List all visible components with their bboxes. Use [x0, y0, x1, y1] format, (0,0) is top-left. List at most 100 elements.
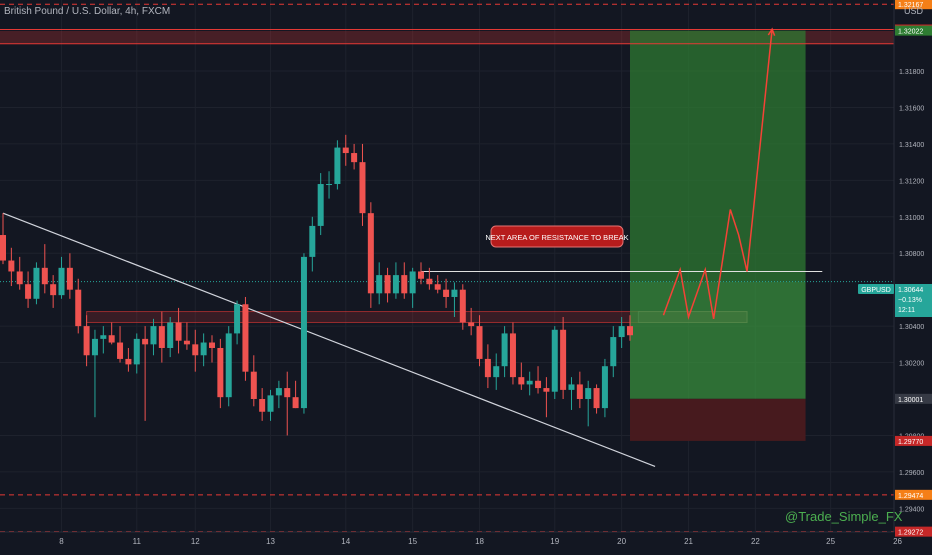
candle-body-62: [518, 377, 525, 385]
candle-body-57: [476, 326, 483, 359]
candle-body-4: [33, 267, 40, 299]
candle-body-68: [568, 384, 575, 390]
candle-body-46: [384, 275, 391, 294]
annotation-text: NEXT AREA OF RESISTANCE TO BREAK: [485, 233, 628, 242]
x-tick-label-10: 22: [751, 537, 760, 546]
candle-body-74: [618, 326, 625, 338]
candle-body-48: [401, 275, 408, 294]
price-axis[interactable]: 1.31800 1.31600 1.31400 1.31200 1.31000 1.308…: [893, 0, 932, 550]
level-tag-7: [895, 526, 932, 537]
time-axis-background: [0, 532, 894, 550]
candle-body-40: [334, 147, 341, 185]
candle-body-44: [367, 213, 374, 294]
candle-body-65: [543, 388, 550, 392]
candle-body-3: [25, 284, 32, 299]
price-axis-background: [894, 0, 932, 550]
candle-body-2: [16, 271, 23, 285]
annotation-box: [490, 225, 624, 248]
symbol-tag: [858, 284, 894, 294]
candle-body-64: [535, 380, 542, 389]
y-tick-label-1: 1.31600: [899, 105, 924, 112]
candle-body-11: [91, 338, 98, 356]
candle-body-63: [526, 380, 533, 385]
candle-body-23: [192, 344, 199, 356]
level-tag-2: [895, 25, 932, 36]
target-zone: [630, 30, 806, 282]
candle-body-6: [50, 284, 57, 296]
candle-body-54: [451, 289, 458, 297]
candle-body-41: [342, 147, 349, 154]
candle-body-60: [501, 333, 508, 367]
candle-body-10: [83, 326, 90, 356]
candle-body-0: [0, 235, 6, 261]
candle-body-36: [300, 256, 307, 409]
annotation-callout[interactable]: NEXT AREA OF RESISTANCE TO BREAK: [485, 225, 629, 248]
last-price-box: [895, 284, 932, 317]
y-tick-label-4: 1.31000: [899, 215, 924, 222]
candle-body-5: [41, 267, 48, 285]
candle-body-56: [468, 322, 475, 327]
level-tag-label-5: 1.29770: [898, 439, 923, 446]
level-tag-label-2: 1.32022: [898, 29, 923, 36]
level-tag-4: [895, 393, 932, 404]
projection: [662, 27, 776, 320]
x-tick-label-8: 20: [617, 537, 626, 546]
chart-title: British Pound / U.S. Dollar, 4h, FXCM: [4, 6, 170, 17]
x-tick-label-11: 25: [826, 537, 835, 546]
price-badge: GBPUSD 1.30644 −0.13% 12:11: [858, 284, 932, 317]
y-tick-label-7: 1.30200: [899, 361, 924, 368]
candle-body-50: [418, 271, 424, 279]
trendline: [2, 212, 656, 467]
candle-body-25: [209, 342, 215, 348]
y-tick-label-9: 1.29600: [899, 470, 924, 477]
candle-body-43: [359, 162, 366, 214]
candle-body-75: [627, 326, 633, 336]
candle-body-12: [100, 335, 107, 339]
zones: [0, 30, 894, 441]
candle-body-26: [217, 347, 224, 398]
candle-body-55: [459, 289, 466, 323]
symbol-label: GBPUSD: [861, 287, 891, 294]
candle-body-71: [593, 388, 600, 409]
level-tag-label-7: 1.29272: [898, 530, 923, 537]
x-tick-label-1: 11: [133, 537, 142, 546]
stop-zone: [630, 398, 806, 441]
level-tag-label-4: 1.30001: [898, 397, 923, 404]
candle-body-15: [125, 358, 132, 365]
candle-body-45: [376, 275, 383, 294]
y-tick-label-10: 1.29400: [899, 506, 924, 513]
candle-body-58: [484, 358, 491, 378]
candle-body-9: [75, 289, 82, 327]
candle-body-18: [150, 326, 157, 345]
candle-body-14: [117, 342, 124, 359]
candle-body-61: [509, 333, 516, 378]
x-tick-label-4: 14: [341, 537, 350, 546]
candle-body-53: [443, 289, 450, 297]
candle-body-22: [183, 340, 190, 345]
y-tick-label-5: 1.30800: [899, 251, 924, 258]
y-tick-label-6: 1.30400: [899, 324, 924, 331]
time-axis[interactable]: 8 11 12 13 14 15 18 19 20 21 22 25 26: [0, 531, 903, 550]
level-tag-0: [895, 0, 932, 10]
x-tick-label-12: 26: [893, 537, 902, 546]
candle-body-69: [576, 384, 583, 399]
y-tick-label-2: 1.31400: [899, 142, 924, 149]
candle-body-7: [58, 267, 65, 296]
candle-body-34: [284, 388, 291, 398]
projected-path: [662, 29, 773, 320]
candle-body-8: [66, 267, 73, 290]
x-tick-label-0: 8: [59, 537, 64, 546]
watermark: @Trade_Simple_FX: [785, 509, 903, 524]
candle-body-28: [234, 304, 241, 334]
level-tag-label-6: 1.29474: [898, 493, 923, 500]
candle-body-16: [133, 338, 140, 365]
projected-path-arrowhead: [767, 27, 776, 36]
candle-body-35: [292, 397, 299, 409]
y-tick-label-3: 1.31200: [899, 178, 924, 185]
candle-body-27: [225, 333, 232, 398]
candle-body-72: [601, 366, 608, 409]
x-tick-label-9: 21: [684, 537, 693, 546]
candle-body-67: [560, 329, 567, 390]
